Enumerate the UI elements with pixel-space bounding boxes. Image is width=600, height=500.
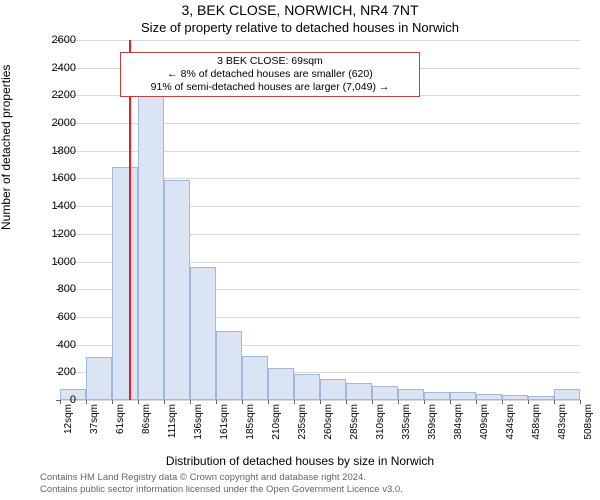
y-tick-label: 2600: [36, 34, 76, 46]
x-tick-label: 508sqm: [583, 404, 594, 440]
x-tick-mark: [398, 400, 399, 404]
x-tick-label: 136sqm: [193, 404, 204, 440]
x-tick-mark: [476, 400, 477, 404]
x-tick-mark: [112, 400, 113, 404]
x-axis-label: Distribution of detached houses by size …: [0, 454, 600, 468]
x-tick-label: 161sqm: [219, 404, 230, 440]
histogram-bar: [450, 392, 476, 400]
x-tick-mark: [216, 400, 217, 404]
histogram-bar: [372, 386, 398, 400]
histogram-bar: [424, 392, 450, 400]
y-tick-label: 1400: [36, 200, 76, 212]
chart-title: 3, BEK CLOSE, NORWICH, NR4 7NT: [0, 2, 600, 18]
histogram-bar: [268, 368, 294, 400]
x-tick-mark: [86, 400, 87, 404]
x-tick-label: 359sqm: [427, 404, 438, 440]
x-tick-mark: [242, 400, 243, 404]
histogram-bar: [398, 389, 424, 400]
histogram-bar: [216, 331, 242, 400]
x-tick-label: 310sqm: [375, 404, 386, 440]
histogram-bar: [320, 379, 346, 400]
annotation-box: 3 BEK CLOSE: 69sqm← 8% of detached house…: [120, 52, 420, 97]
y-tick-label: 2200: [36, 89, 76, 101]
chart-page: 3, BEK CLOSE, NORWICH, NR4 7NT Size of p…: [0, 0, 600, 500]
x-tick-mark: [164, 400, 165, 404]
y-tick-label: 800: [36, 283, 76, 295]
annotation-line: 3 BEK CLOSE: 69sqm: [127, 55, 413, 68]
x-tick-mark: [372, 400, 373, 404]
y-tick-label: 0: [36, 394, 76, 406]
histogram-bar: [346, 383, 372, 400]
histogram-bar: [476, 394, 502, 400]
x-tick-mark: [424, 400, 425, 404]
annotation-line: 91% of semi-detached houses are larger (…: [127, 81, 413, 94]
x-tick-label: 86sqm: [141, 404, 152, 434]
y-tick-label: 1600: [36, 172, 76, 184]
x-tick-mark: [580, 400, 581, 404]
x-tick-label: 260sqm: [323, 404, 334, 440]
y-tick-label: 2400: [36, 62, 76, 74]
y-tick-label: 1200: [36, 228, 76, 240]
x-tick-label: 335sqm: [401, 404, 412, 440]
histogram-bar: [138, 88, 164, 400]
x-tick-mark: [294, 400, 295, 404]
histogram-bar: [502, 395, 528, 400]
x-tick-label: 458sqm: [531, 404, 542, 440]
x-tick-mark: [190, 400, 191, 404]
x-tick-label: 61sqm: [115, 404, 126, 434]
y-tick-label: 1800: [36, 145, 76, 157]
x-tick-mark: [268, 400, 269, 404]
x-tick-label: 37sqm: [89, 404, 100, 434]
x-tick-label: 434sqm: [505, 404, 516, 440]
attribution-text: Contains HM Land Registry data © Crown c…: [40, 472, 403, 496]
x-tick-label: 384sqm: [453, 404, 464, 440]
y-tick-label: 2000: [36, 117, 76, 129]
x-tick-label: 111sqm: [167, 404, 178, 438]
histogram-bar: [164, 180, 190, 400]
x-tick-label: 185sqm: [245, 404, 256, 440]
histogram-bar: [86, 357, 112, 400]
histogram-bar: [294, 374, 320, 400]
chart-subtitle: Size of property relative to detached ho…: [0, 20, 600, 35]
x-tick-mark: [346, 400, 347, 404]
histogram-bar: [242, 356, 268, 400]
histogram-bar: [554, 389, 580, 400]
x-tick-mark: [138, 400, 139, 404]
y-tick-label: 200: [36, 366, 76, 378]
attribution-line1: Contains HM Land Registry data © Crown c…: [40, 472, 403, 484]
attribution-line2: Contains public sector information licen…: [40, 484, 403, 496]
x-tick-label: 235sqm: [297, 404, 308, 440]
y-tick-label: 600: [36, 311, 76, 323]
annotation-line: ← 8% of detached houses are smaller (620…: [127, 68, 413, 81]
histogram-bar: [528, 396, 554, 400]
x-tick-mark: [450, 400, 451, 404]
histogram-bar: [190, 267, 216, 400]
x-tick-mark: [554, 400, 555, 404]
y-tick-label: 400: [36, 339, 76, 351]
histogram-bar: [112, 167, 138, 400]
x-tick-label: 12sqm: [63, 404, 74, 434]
x-tick-mark: [320, 400, 321, 404]
x-tick-mark: [502, 400, 503, 404]
x-tick-label: 409sqm: [479, 404, 490, 440]
y-tick-label: 1000: [36, 256, 76, 268]
x-tick-label: 483sqm: [557, 404, 568, 440]
y-axis-label: Number of detached properties: [0, 65, 13, 230]
x-tick-label: 210sqm: [271, 404, 282, 440]
gridline: [60, 40, 580, 41]
x-tick-label: 285sqm: [349, 404, 360, 440]
x-tick-mark: [528, 400, 529, 404]
